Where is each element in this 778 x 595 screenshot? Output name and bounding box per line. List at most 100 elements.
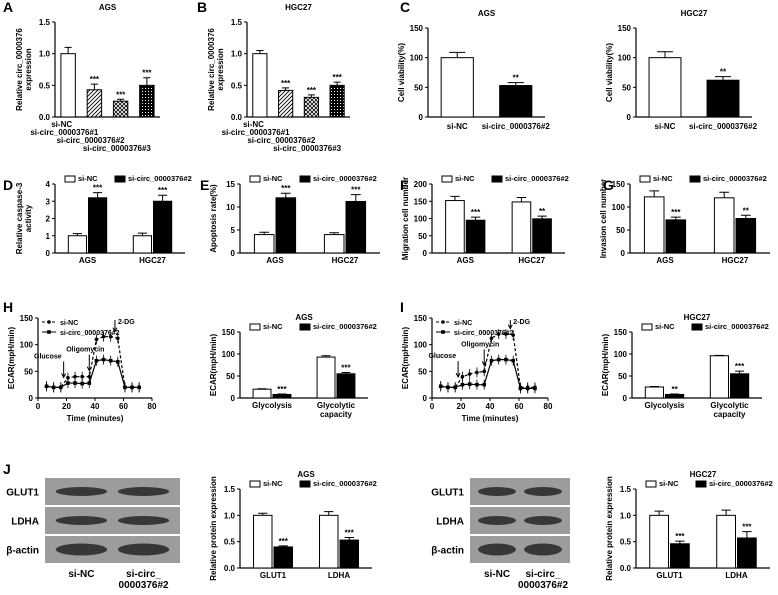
x-tick-label: 0 [36,402,41,411]
annotation-arrow [61,361,67,379]
error-bar [93,192,103,198]
marker [496,332,501,336]
marker [80,381,84,386]
bar [86,89,103,118]
legend-label: si-NC [263,479,283,488]
error-bar [742,531,752,538]
marker [51,385,56,390]
chart-title: AGS [297,470,315,479]
error-bar [719,191,730,198]
error-bar [307,94,315,98]
y-tick-label: 100 [410,54,424,63]
bar [649,514,669,569]
x-tick-label: si-circ_0000376#2 [57,136,126,145]
error-bar [333,81,341,86]
error-bar [721,509,731,516]
error-bar [507,82,524,86]
y-tick-label: 0 [423,394,428,403]
annotation-arrow [112,320,118,333]
x-tick-label: Glycolysis [252,401,293,410]
significance: *** [675,532,685,541]
error-bar [158,194,168,202]
bar [60,53,76,118]
x-tick-label: GLUT1 [656,571,683,580]
bar [112,100,129,118]
chart-title: HGC27 [690,470,717,479]
y-tick-label: 50 [226,372,235,381]
annotation-arrow [507,320,513,330]
marker [101,357,106,362]
significance: *** [307,86,317,95]
blot-lane-label: si-circ_ 0000376#2 [119,569,169,591]
marker [123,385,127,390]
marker [460,382,465,387]
bar [670,543,690,569]
panel-label: I [400,299,404,315]
bar [253,234,275,254]
blot-band [524,543,562,556]
y-axis-label: Relative caspase-3activity [15,182,33,254]
bar [272,393,292,399]
bar [499,85,533,118]
x-tick-label: 60 [515,402,524,411]
y-tick-label: 0.5 [39,81,51,90]
y-axis-label: Invasion cell number [599,179,608,259]
y-tick-label: 50 [418,367,427,376]
bar [336,373,356,399]
y-tick-label: 150 [410,24,424,33]
y-tick-label: 1.5 [39,18,51,27]
blot-band [478,516,516,525]
bar [735,218,757,254]
y-tick-label: 0 [231,249,236,258]
legend-label: si-circ_0000376#2 [128,174,192,183]
blot-band [117,487,170,496]
y-tick-label: 100 [414,215,428,224]
y-tick-label: 0 [419,113,424,122]
y-tick-label: 0.5 [224,538,236,547]
annotation: Oligomycin [461,341,499,348]
bar [716,514,736,569]
x-axis-label: Time (minutes) [67,414,124,423]
legend-label: si-circ_0000376#2 [313,174,377,183]
y-tick-label: 150 [612,180,626,189]
legend-swatch [441,175,453,183]
significance: *** [90,75,100,84]
marker [511,333,515,337]
bar [339,539,359,569]
y-tick-label: 0 [623,394,628,403]
y-tick-label: 150 [614,328,628,337]
x-tick-label: si-NC [447,122,468,131]
y-tick-label: 10 [226,203,235,212]
y-axis-label: ECAR(mpH/min) [401,327,410,390]
error-bar [117,98,125,102]
y-tick-label: 50 [414,83,423,92]
error-bar [278,545,288,547]
annotation: Glucose [34,353,62,360]
y-tick-label: 0 [627,113,632,122]
legend-label: si-circ_0000376#2 [313,322,377,331]
error-bar [64,46,72,54]
y-tick-label: 1.0 [39,50,51,59]
y-tick-label: 100 [612,203,626,212]
bar [665,219,687,254]
significance: *** [142,69,152,78]
error-bar [715,76,731,81]
y-axis-label: Relative protein expression [605,476,614,581]
y-tick-label: 0.5 [620,538,632,547]
significance: *** [279,537,289,546]
y-axis-label: Relative circ_0000376expression [15,28,33,111]
y-axis-label: Relative circ_0000376expression [207,28,225,111]
significance: *** [471,208,481,217]
legend-swatch [249,323,261,331]
marker [66,375,70,380]
bar [139,84,155,118]
y-tick-label: 0.5 [231,81,243,90]
y-tick-label: 100 [618,54,632,63]
marker [446,385,450,390]
marker [511,358,515,363]
error-bar [341,371,351,374]
y-tick-label: 0 [621,249,626,258]
y-tick-label: 1 [46,232,51,241]
legend-label: si-circ_0000376#2 [313,479,377,488]
